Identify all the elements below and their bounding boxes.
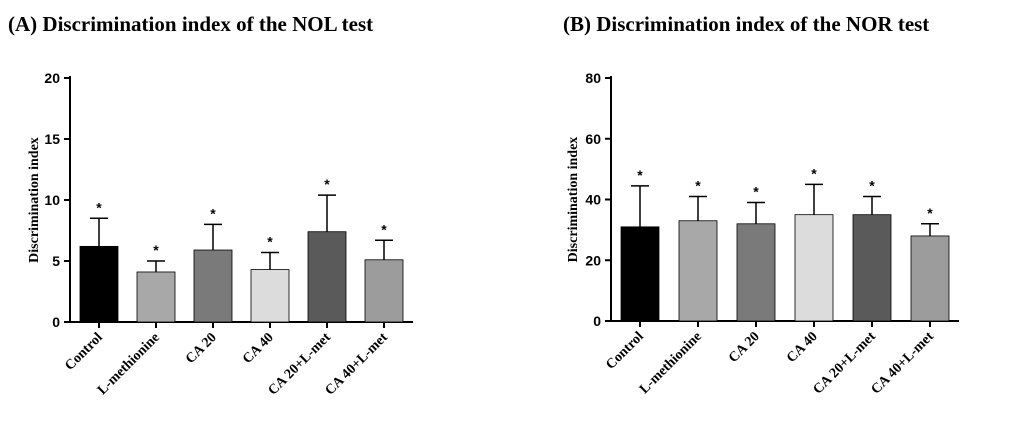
- chart-b-bar: [678, 220, 718, 322]
- chart-b-y-axis-label: Discrimination index: [566, 137, 581, 263]
- chart-b-category-label: Control: [603, 329, 647, 373]
- chart-b-y-tick-label: 80: [585, 70, 601, 86]
- chart-b-y-tick-label: 60: [585, 131, 601, 147]
- chart-b-category-label: CA 40+L-met: [869, 329, 937, 397]
- chart-a-bar: [364, 259, 404, 323]
- chart-a-y-tick-label: 10: [44, 192, 60, 208]
- chart-b-y-tick-label: 0: [593, 313, 601, 329]
- chart-b-significance-label: *: [869, 177, 875, 193]
- chart-a-bar: [193, 249, 233, 323]
- chart-b-significance-label: *: [695, 177, 701, 193]
- chart-b-y-tick-label: 40: [585, 192, 601, 208]
- chart-a-y-axis-label: Discrimination index: [27, 137, 42, 263]
- chart-a-bar: [250, 269, 290, 323]
- chart-b-bar: [852, 214, 892, 322]
- chart-b-significance-label: *: [811, 165, 817, 181]
- chart-b-bar: [794, 214, 834, 322]
- chart-a-category-label: CA 40: [240, 330, 277, 367]
- chart-a-significance-label: *: [153, 242, 159, 258]
- chart-a-y-tick-label: 5: [52, 253, 60, 269]
- chart-a-category-label: CA 20: [183, 330, 220, 367]
- chart-a-title: (A) Discrimination index of the NOL test: [8, 12, 374, 36]
- chart-a-bar: [307, 231, 347, 323]
- chart-a-significance-label: *: [267, 233, 273, 249]
- chart-b-bar: [620, 226, 660, 322]
- chart-b-bar: [910, 235, 950, 322]
- chart-a-bar: [136, 271, 176, 323]
- chart-b-title: (B) Discrimination index of the NOR test: [563, 12, 930, 36]
- chart-a-significance-label: *: [324, 176, 330, 192]
- chart-a-y-tick-label: 15: [44, 131, 60, 147]
- chart-b-significance-label: *: [927, 205, 933, 221]
- chart-b-significance-label: *: [637, 167, 643, 183]
- chart-a-significance-label: *: [381, 221, 387, 237]
- chart-a-category-label: Control: [62, 330, 106, 374]
- chart-b-significance-label: *: [753, 184, 759, 200]
- chart-a-significance-label: *: [96, 199, 102, 215]
- chart-a-significance-label: *: [210, 205, 216, 221]
- chart-b-y-tick-label: 20: [585, 252, 601, 268]
- chart-a-y-tick-label: 0: [52, 314, 60, 330]
- chart-b-category-label: CA 40: [784, 329, 821, 366]
- chart-b-bar: [736, 223, 776, 322]
- chart-a-bar: [79, 245, 119, 323]
- chart-b-category-label: L-methionine: [637, 329, 705, 397]
- chart-a-y-tick-label: 20: [44, 70, 60, 86]
- chart-b-category-label: CA 20: [726, 329, 763, 366]
